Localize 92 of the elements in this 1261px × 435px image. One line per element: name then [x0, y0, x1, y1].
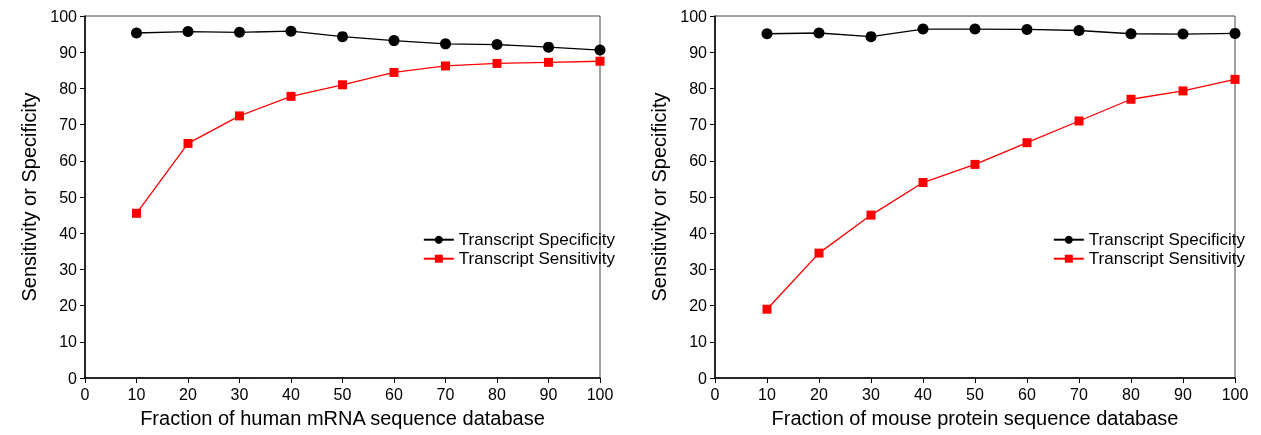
point — [388, 35, 400, 47]
point — [1074, 116, 1084, 126]
point — [1126, 94, 1136, 104]
point — [543, 41, 554, 53]
x-tick-label: 80 — [1122, 385, 1140, 403]
point — [594, 44, 606, 56]
x-tick-label: 70 — [436, 385, 455, 403]
x-tick-label: 70 — [1070, 385, 1088, 403]
x-tick-label: 0 — [80, 385, 90, 403]
y-tick-label: 10 — [689, 333, 708, 351]
y-tick-label: 40 — [689, 224, 708, 242]
point — [492, 58, 502, 68]
x-tick-label: 80 — [488, 385, 506, 403]
y-tick-label: 60 — [59, 152, 78, 170]
y-tick-label: 10 — [59, 333, 78, 351]
legend-label: Transcript Specificity — [458, 230, 616, 250]
point — [1021, 23, 1033, 35]
x-tick-label: 30 — [862, 385, 880, 403]
x-tick-label: 0 — [710, 385, 720, 403]
x-tick-label: 90 — [539, 385, 558, 403]
point — [969, 23, 981, 35]
point — [441, 61, 450, 71]
y-tick-label: 50 — [689, 188, 708, 206]
point — [1022, 138, 1032, 148]
point — [182, 26, 194, 38]
point — [1073, 24, 1085, 36]
y-tick-label: 60 — [689, 152, 708, 170]
point — [1230, 74, 1240, 84]
y-tick-label: 70 — [59, 116, 78, 134]
x-axis-title: Fraction of human mRNA sequence database — [140, 407, 545, 429]
point — [338, 80, 347, 90]
y-tick-label: 70 — [689, 116, 708, 134]
point — [1177, 28, 1189, 40]
point — [970, 159, 980, 169]
point — [286, 91, 296, 101]
point — [866, 210, 876, 220]
x-tick-label: 10 — [127, 385, 146, 403]
y-tick-label: 100 — [50, 7, 78, 25]
y-tick-label: 20 — [59, 297, 78, 315]
point — [234, 26, 245, 38]
point — [814, 248, 824, 258]
y-tick-label: 40 — [59, 224, 78, 242]
y-tick-label: 80 — [59, 79, 78, 97]
y-tick-label: 80 — [689, 79, 708, 97]
legend-label: Transcript Sensitivity — [458, 249, 616, 269]
x-tick-label: 100 — [586, 385, 614, 403]
point — [389, 67, 399, 77]
y-tick-label: 0 — [68, 369, 78, 387]
point — [285, 25, 297, 37]
legend-label: Transcript Specificity — [1088, 230, 1246, 250]
point — [131, 27, 142, 39]
point — [132, 208, 141, 218]
y-tick-label: 90 — [689, 43, 708, 61]
y-tick-label: 30 — [689, 260, 708, 278]
point — [918, 178, 928, 188]
x-tick-label: 50 — [966, 385, 984, 403]
y-tick-label: 30 — [59, 260, 78, 278]
point — [813, 27, 825, 39]
point — [1125, 28, 1137, 40]
point — [491, 39, 503, 51]
y-tick-label: 0 — [698, 369, 708, 387]
y-tick-label: 20 — [689, 297, 708, 315]
point — [1178, 86, 1188, 96]
x-tick-label: 90 — [1174, 385, 1192, 403]
x-tick-label: 60 — [1018, 385, 1036, 403]
x-tick-label: 10 — [758, 385, 776, 403]
point — [917, 23, 929, 35]
point — [1229, 27, 1241, 39]
x-tick-label: 50 — [333, 385, 352, 403]
y-tick-label: 50 — [59, 188, 78, 206]
x-tick-label: 100 — [1221, 385, 1249, 403]
point — [235, 111, 244, 121]
point — [337, 31, 348, 43]
x-axis-title: Fraction of mouse protein sequence database — [771, 407, 1179, 429]
x-tick-label: 60 — [385, 385, 403, 403]
x-tick-label: 20 — [179, 385, 197, 403]
point — [440, 38, 451, 50]
point — [183, 138, 193, 148]
point — [761, 28, 773, 40]
point — [865, 31, 877, 43]
y-tick-label: 100 — [680, 7, 708, 25]
x-tick-label: 20 — [810, 385, 828, 403]
y-axis-title: Sensitivity or Specificity — [648, 92, 671, 302]
y-tick-label: 90 — [59, 43, 78, 61]
x-tick-label: 40 — [282, 385, 300, 403]
x-tick-label: 30 — [230, 385, 249, 403]
x-tick-label: 40 — [914, 385, 932, 403]
point — [544, 57, 553, 67]
y-axis-title: Sensitivity or Specificity — [18, 92, 41, 302]
legend-label: Transcript Sensitivity — [1088, 249, 1246, 269]
point — [595, 56, 605, 66]
point — [762, 304, 772, 314]
